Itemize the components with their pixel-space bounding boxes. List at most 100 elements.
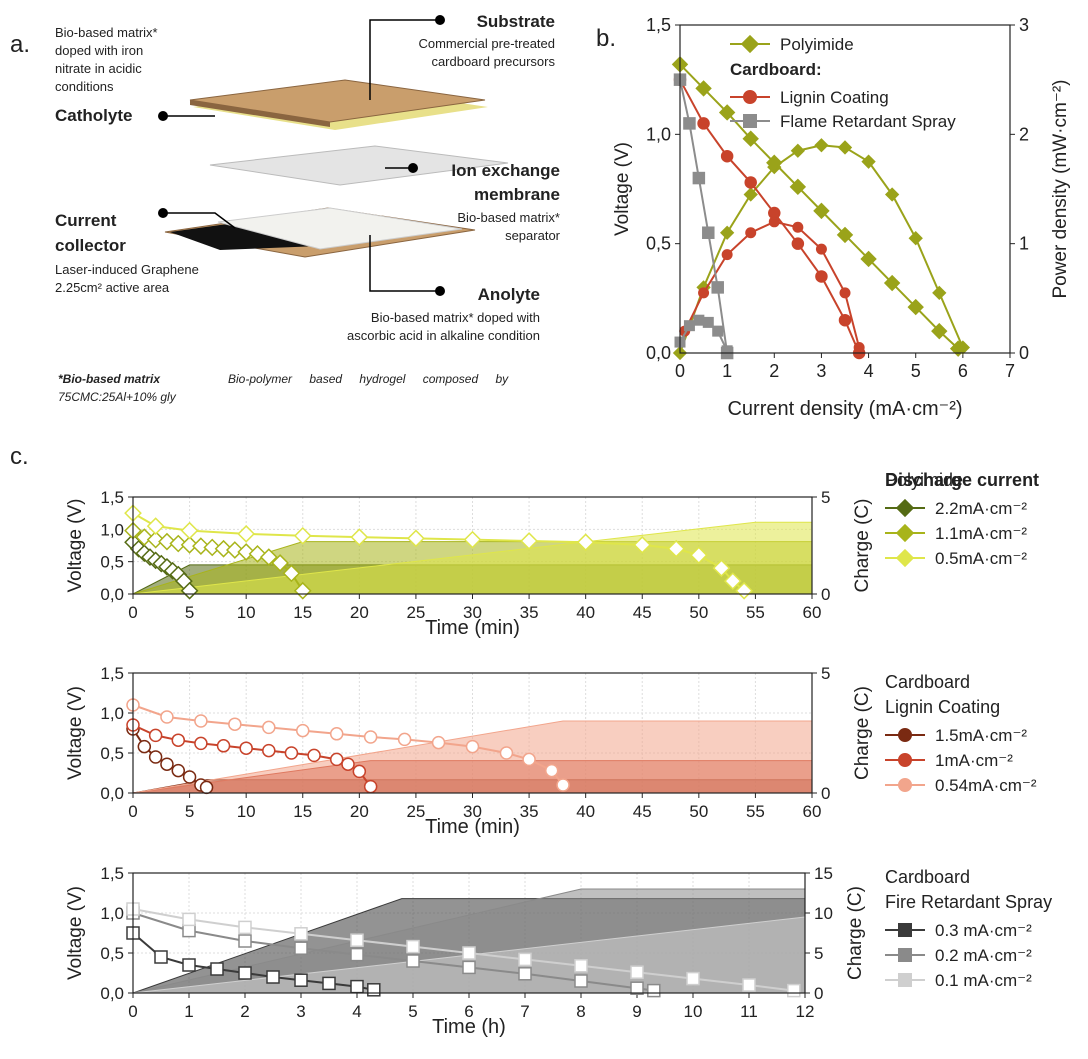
leader-line (369, 19, 440, 100)
voltage-point (576, 533, 595, 552)
voltage-point (180, 581, 199, 600)
voltage-point (406, 954, 420, 968)
voltage-point (697, 117, 710, 130)
voltage-point (499, 746, 514, 760)
power-point (861, 154, 876, 169)
voltage-point (702, 226, 715, 239)
voltage-point (735, 581, 753, 600)
y2-tick-label: 5 (814, 944, 823, 963)
voltage-point (630, 965, 644, 979)
voltage-point (686, 971, 700, 986)
voltage-point (711, 281, 724, 294)
voltage-point (171, 733, 186, 747)
legend-marker (898, 728, 912, 742)
footnote-line: 75CMC:25Al+10% gly (58, 390, 177, 404)
power-point (932, 285, 947, 301)
voltage-point (203, 538, 222, 557)
legend-label: 0.54mA·cm⁻² (935, 776, 1037, 795)
voltage-point (158, 532, 176, 551)
charge-area (133, 721, 812, 793)
x-tick-label: 60 (803, 802, 822, 821)
legend-group: Lignin Coating (885, 697, 1000, 717)
y-axis-title: Voltage (V) (612, 142, 633, 236)
legend-label: 0.5mA·cm⁻² (935, 549, 1027, 568)
x-tick-label: 45 (633, 802, 652, 821)
y-tick-label: 0,0 (100, 984, 124, 1003)
leader-line (369, 235, 440, 292)
power-point (693, 314, 705, 326)
voltage-point (238, 920, 252, 935)
voltage-point (363, 779, 378, 794)
power-point (743, 187, 758, 202)
x-tick-label: 9 (632, 1002, 641, 1021)
chart: 0 5 10 15 20 25 30 35 40 45 50 55 60 0,0 0,5 1,0 1,5 0 5 Ti… (65, 664, 1037, 838)
legend-marker (898, 973, 912, 987)
x-tick-label: 1 (722, 361, 732, 381)
voltage-point (160, 757, 174, 771)
voltage-point (148, 728, 163, 743)
x-tick-label: 10 (237, 603, 256, 622)
voltage-point (695, 80, 712, 97)
legend-label: 0.2 mA·cm⁻² (935, 946, 1032, 965)
voltage-point (860, 250, 877, 268)
chart: 0 1 2 3 4 5 6 7 0,0 0,5 1,0 1,5 0 1 2 3 Current density … (596, 15, 1071, 420)
x-tick-label: 5 (185, 802, 194, 821)
x-axis-title: Time (h) (432, 1016, 506, 1038)
voltage-point (742, 130, 759, 147)
legend-label: Polyimide (780, 35, 854, 54)
y2-axis-title: Power density (mW·cm⁻²) (1050, 79, 1071, 298)
x-tick-label: 4 (352, 1002, 361, 1021)
voltage-point (146, 530, 165, 549)
y2-axis-title: Charge (C) (845, 886, 866, 980)
x-tick-label: 7 (520, 1002, 529, 1021)
x-axis-title: Time (min) (425, 816, 520, 838)
x-tick-label: 2 (240, 1002, 249, 1021)
voltage-point (462, 960, 476, 975)
x-tick-label: 15 (293, 802, 312, 821)
voltage-point (266, 970, 280, 984)
voltage-point (787, 983, 801, 998)
voltage-point (789, 178, 807, 196)
voltage-point (237, 524, 256, 543)
y2-tick-label: 10 (814, 904, 833, 923)
voltage-point (262, 720, 276, 735)
voltage-point (146, 517, 165, 535)
voltage-point (182, 912, 196, 927)
power-point (745, 227, 757, 239)
legend-marker (743, 114, 757, 128)
voltage-point (284, 746, 299, 760)
y-tick-label: 0,5 (100, 553, 124, 572)
voltage-point (210, 962, 224, 976)
legend-label: Flame Retardant Spray (780, 112, 956, 131)
voltage-point (712, 559, 731, 577)
x-tick-label: 30 (463, 603, 482, 622)
power-point (721, 249, 733, 261)
voltage-point (307, 748, 321, 763)
x-tick-label: 6 (464, 1002, 473, 1021)
legend-group: Fire Retardant Spray (885, 892, 1052, 912)
y-tick-label: 0,5 (646, 234, 671, 254)
voltage-point (225, 541, 244, 559)
x-tick-label: 10 (237, 802, 256, 821)
power-point (698, 287, 710, 299)
legend-marker (898, 778, 912, 792)
collector-desc: Laser-induced Graphene (55, 262, 199, 277)
substrate-edge (190, 100, 330, 127)
voltage-point (350, 528, 369, 546)
y2-tick-label: 0 (1019, 343, 1029, 363)
x-tick-label: 45 (633, 603, 652, 622)
y-axis-title: Voltage (V) (65, 886, 86, 980)
voltage-point (341, 757, 355, 771)
voltage-point (556, 778, 570, 792)
voltage-point (350, 933, 364, 947)
substrate-layer (189, 79, 486, 123)
y-tick-label: 1,0 (100, 520, 124, 539)
substrate-desc: Commercial pre-treated (418, 36, 555, 51)
x-tick-label: 0 (128, 1002, 137, 1021)
voltage-point (216, 739, 231, 753)
legend-marker (895, 498, 915, 518)
power-point (768, 216, 780, 228)
leader-line (163, 212, 236, 229)
legend-label: 0.1 mA·cm⁻² (935, 971, 1032, 990)
